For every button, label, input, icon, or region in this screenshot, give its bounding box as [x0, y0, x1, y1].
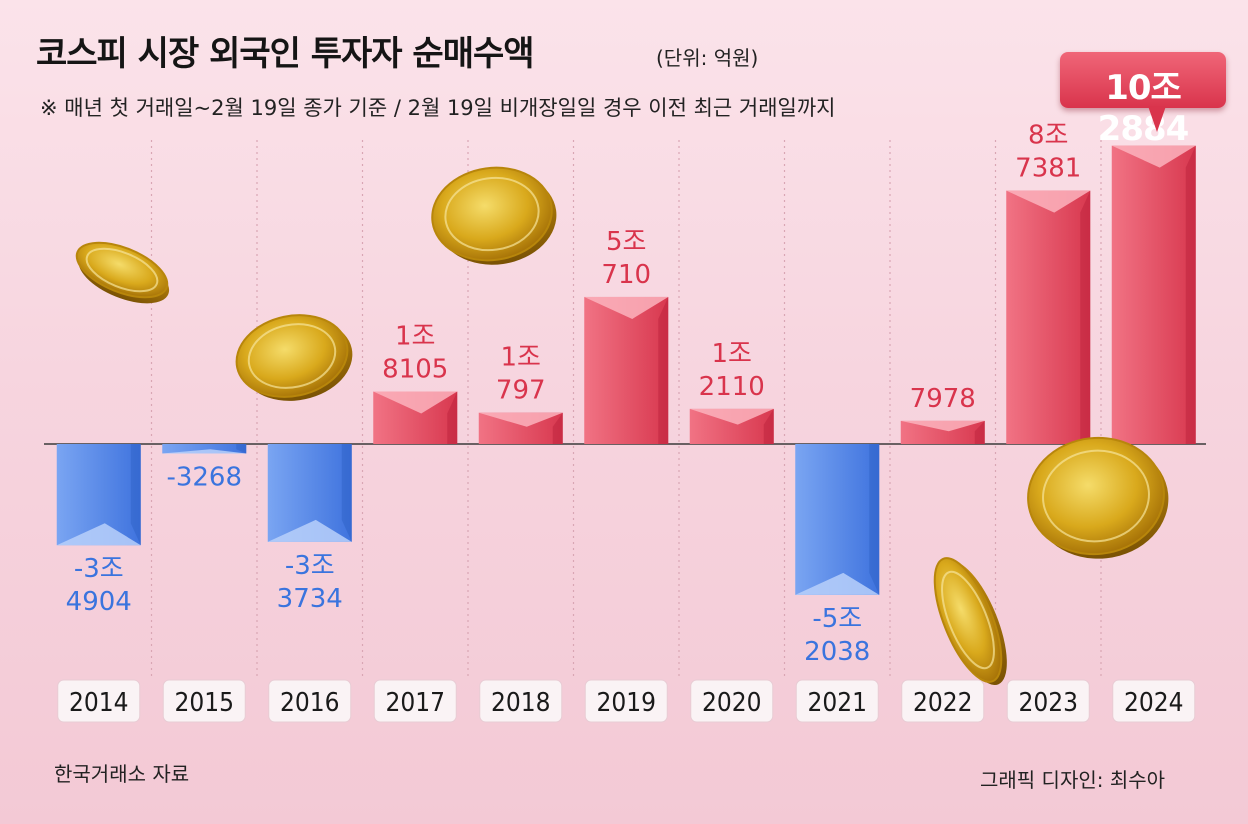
highlight-value: 10조2884 [1097, 68, 1190, 149]
data-label-2018: 797 [496, 376, 546, 406]
bar-2018-side [552, 412, 563, 444]
tick-label-box [795, 679, 879, 723]
x-tick-2016: 2016 [280, 688, 340, 718]
x-tick-2020: 2020 [702, 688, 762, 718]
bar-2019-bevel [584, 296, 669, 319]
data-label-2019: 5조 [606, 227, 646, 257]
bar-2023-side [1080, 190, 1091, 444]
decorative-coins [75, 166, 1169, 685]
bar-2020 [689, 408, 774, 444]
x-tick-2017: 2017 [385, 688, 445, 718]
data-label-2019: 710 [601, 260, 651, 290]
bar-2024-bevel [1111, 145, 1196, 168]
bar-2015-side [236, 444, 247, 454]
data-label-2020: 1조 [712, 339, 752, 369]
bar-2022 [900, 420, 985, 444]
bar-2017-bevel [373, 391, 458, 414]
chart-title: 코스피 시장 외국인 투자자 순매수액 [36, 34, 535, 74]
bar-2014-bevel [56, 523, 141, 546]
bar-2014-side [130, 444, 141, 546]
bar-2022-side [974, 420, 985, 444]
data-label-2016: -3조 [285, 551, 335, 581]
data-label-2022: 7978 [910, 384, 976, 414]
tick-label-box [162, 679, 246, 723]
data-label-2023: 8조 [1028, 121, 1068, 151]
x-tick-2019: 2019 [596, 688, 656, 718]
coin-icon [431, 166, 557, 265]
highlight-badge-pointer [1148, 106, 1166, 132]
bar-2018-bevel [478, 412, 563, 427]
x-tick-2023: 2023 [1018, 688, 1078, 718]
bar-2020-bevel [689, 408, 774, 425]
data-label-2017: 8105 [382, 354, 448, 384]
bar-2015-bevel [162, 449, 247, 454]
bar-2019-side [658, 296, 669, 444]
x-tick-2014: 2014 [69, 688, 129, 718]
bar-2017 [373, 391, 458, 444]
tick-label-box [1112, 679, 1196, 723]
bar-2019-body [584, 296, 669, 444]
tick-label-box [479, 679, 563, 723]
tick-label-box [373, 679, 457, 723]
designer-credit: 그래픽 디자인: 최수아 [980, 768, 1166, 792]
coin-icon [1027, 436, 1169, 559]
tick-label-box [584, 679, 668, 723]
data-label-2023: 7381 [1015, 154, 1081, 184]
bar-2018 [478, 412, 563, 444]
x-tick-2021: 2021 [807, 688, 867, 718]
data-label-2020: 2110 [699, 372, 765, 402]
source-note: 한국거래소 자료 [54, 762, 190, 786]
bar-2015 [162, 444, 247, 454]
bar-2021-body [795, 444, 880, 595]
bar-2016-side [341, 444, 352, 542]
bar-2023 [1006, 190, 1091, 444]
tick-label-box [901, 679, 985, 723]
x-tick-2018: 2018 [491, 688, 551, 718]
bar-2024-side [1185, 145, 1196, 444]
bar-2020-side [763, 408, 774, 444]
bar-2019 [584, 296, 669, 444]
data-label-2018: 1조 [501, 343, 541, 373]
bar-2014 [56, 444, 141, 546]
tick-label-box [1006, 679, 1090, 723]
bar-2021-bevel [795, 572, 880, 595]
data-label-2014: -3조 [74, 554, 124, 584]
coin-icon [235, 314, 353, 401]
x-tick-2024: 2024 [1124, 688, 1184, 718]
data-label-2015: -3268 [166, 462, 242, 492]
tick-label-box [268, 679, 352, 723]
bar-2023-body [1006, 190, 1091, 444]
bar-2022-bevel [900, 420, 985, 432]
x-tick-2022: 2022 [913, 688, 973, 718]
coin-icon [933, 557, 1007, 685]
tick-label-box [57, 679, 141, 723]
bar-2024-body [1111, 145, 1196, 444]
bar-2016 [267, 444, 352, 542]
bar-2021-side [869, 444, 880, 595]
data-label-2021: -5조 [812, 604, 862, 634]
data-label-2016: 3734 [277, 584, 343, 614]
coin-icon [75, 241, 170, 304]
data-label-2014: 4904 [66, 587, 132, 617]
footnote: ※ 매년 첫 거래일~2월 19일 종가 기준 / 2월 19일 비개장일일 경… [40, 96, 836, 120]
unit-note: (단위: 억원) [656, 46, 759, 70]
bar-2017-side [447, 391, 458, 444]
bar-2024 [1111, 145, 1196, 444]
tick-label-box [690, 679, 774, 723]
highlight-badge: 10조2884 [1060, 52, 1226, 149]
x-tick-2015: 2015 [174, 688, 234, 718]
bar-2015-body [162, 444, 247, 454]
bar-2023-bevel [1006, 190, 1091, 213]
bar-2021 [795, 444, 880, 595]
data-label-2021: 2038 [804, 637, 870, 667]
bar-2016-bevel [267, 519, 352, 542]
data-label-2017: 1조 [395, 321, 435, 351]
